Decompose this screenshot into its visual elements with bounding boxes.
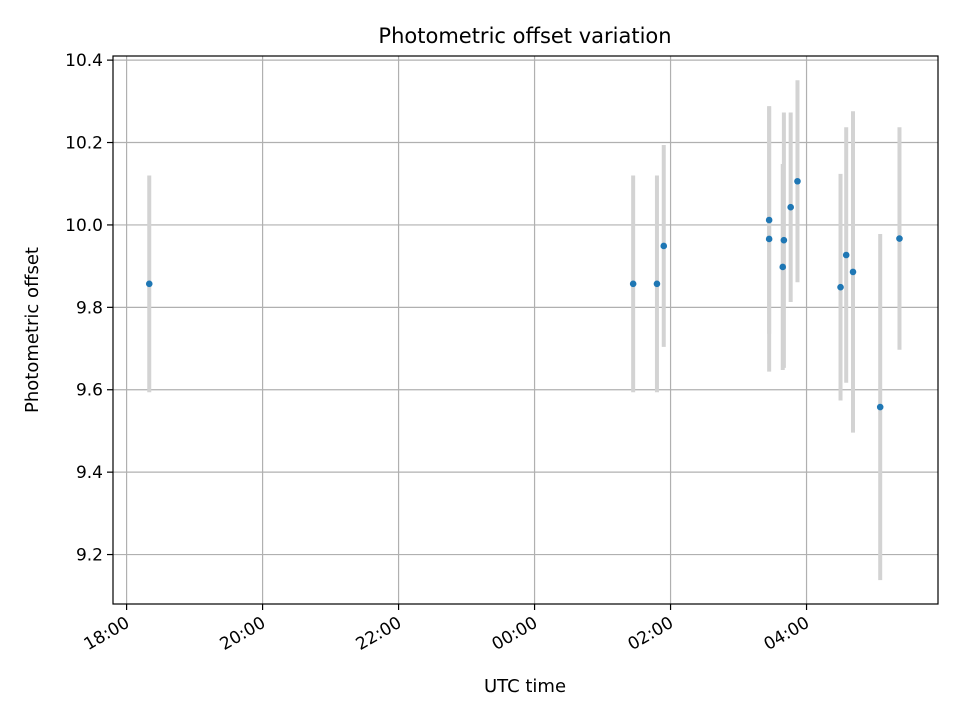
data-point (765, 235, 773, 243)
plot-frame (112, 55, 939, 605)
x-tick-label: 04:00 (761, 613, 813, 655)
grid (113, 56, 938, 604)
y-tick-label: 10.2 (65, 134, 103, 154)
data-point (842, 251, 850, 259)
data-point (896, 235, 903, 242)
x-tick-label: 00:00 (489, 613, 541, 655)
chart-title: Photometric offset variation (378, 24, 671, 48)
data-point (765, 216, 773, 224)
y-tick-label: 9.4 (76, 463, 103, 483)
x-tick-label: 20:00 (217, 613, 269, 655)
x-tick-label: 22:00 (353, 613, 405, 655)
data-point (629, 280, 637, 288)
data-point (145, 280, 153, 288)
y-axis-ticks: 9.2 9.4 9.6 9.8 10.0 10.2 10.4 (65, 51, 113, 566)
y-tick-label: 9.2 (76, 546, 103, 566)
data-point (849, 268, 857, 276)
data-point (794, 177, 801, 185)
data-points (145, 177, 903, 411)
y-tick-label: 10.0 (65, 216, 103, 236)
data-point (660, 242, 668, 250)
y-axis-label: Photometric offset (22, 247, 43, 413)
x-tick-label: 02:00 (625, 613, 677, 655)
y-tick-label: 10.4 (65, 51, 103, 71)
y-tick-label: 9.8 (76, 298, 103, 318)
data-point (787, 203, 794, 211)
x-tick-label: 18:00 (81, 613, 133, 655)
data-point (837, 283, 844, 291)
data-point (780, 236, 788, 244)
data-point (779, 263, 787, 271)
x-axis-ticks: 18:00 20:00 22:00 00:00 02:00 04:00 (81, 604, 813, 655)
x-axis-label: UTC time (484, 676, 566, 697)
y-tick-label: 9.6 (76, 381, 103, 401)
error-bars (147, 80, 902, 581)
data-point (876, 403, 884, 411)
data-point (653, 280, 661, 288)
